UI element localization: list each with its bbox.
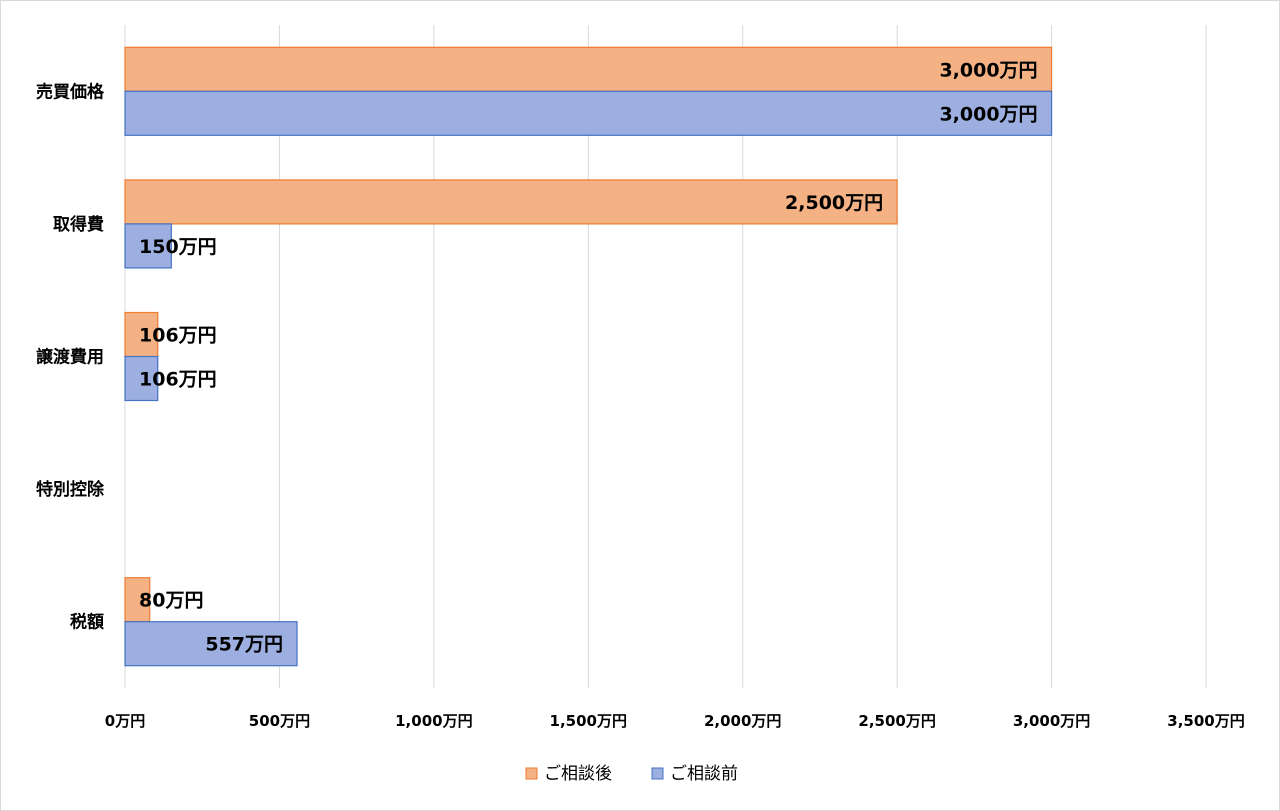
bar (124, 311, 159, 358)
data-label: 2,500万円 (785, 192, 883, 214)
bar (124, 223, 172, 269)
category-label: 売買価格 (36, 81, 105, 102)
x-tick-label: 1,000万円 (395, 712, 472, 730)
legend-swatch (525, 767, 538, 780)
data-label: 3,000万円 (939, 59, 1037, 81)
category-label: 特別控除 (36, 479, 105, 500)
x-tick-label: 0万円 (105, 712, 145, 730)
category-label: 取得費 (53, 214, 104, 235)
bar (124, 179, 898, 225)
x-tick-label: 2,000万円 (704, 712, 781, 730)
category-label: 譲渡費用 (36, 347, 104, 368)
x-tick-label: 3,000万円 (1013, 712, 1090, 730)
data-label: 80万円 (139, 590, 203, 612)
bar (124, 621, 298, 667)
x-tick-label: 2,500万円 (858, 712, 935, 730)
data-label: 106万円 (139, 369, 217, 391)
data-label: 3,000万円 (939, 103, 1037, 125)
data-label: 557万円 (205, 634, 283, 656)
bar (124, 90, 1053, 136)
data-label: 106万円 (139, 325, 217, 347)
legend-swatch (651, 767, 664, 780)
x-tick-label: 3,500万円 (1167, 712, 1244, 730)
bar (124, 355, 159, 402)
data-label: 150万円 (139, 236, 217, 258)
x-tick-label: 500万円 (249, 712, 310, 730)
legend-label: ご相談前 (670, 764, 738, 784)
x-tick-label: 1,500万円 (550, 712, 627, 730)
category-label: 税額 (70, 612, 104, 633)
bar (124, 46, 1053, 92)
legend-label: ご相談後 (544, 764, 612, 784)
